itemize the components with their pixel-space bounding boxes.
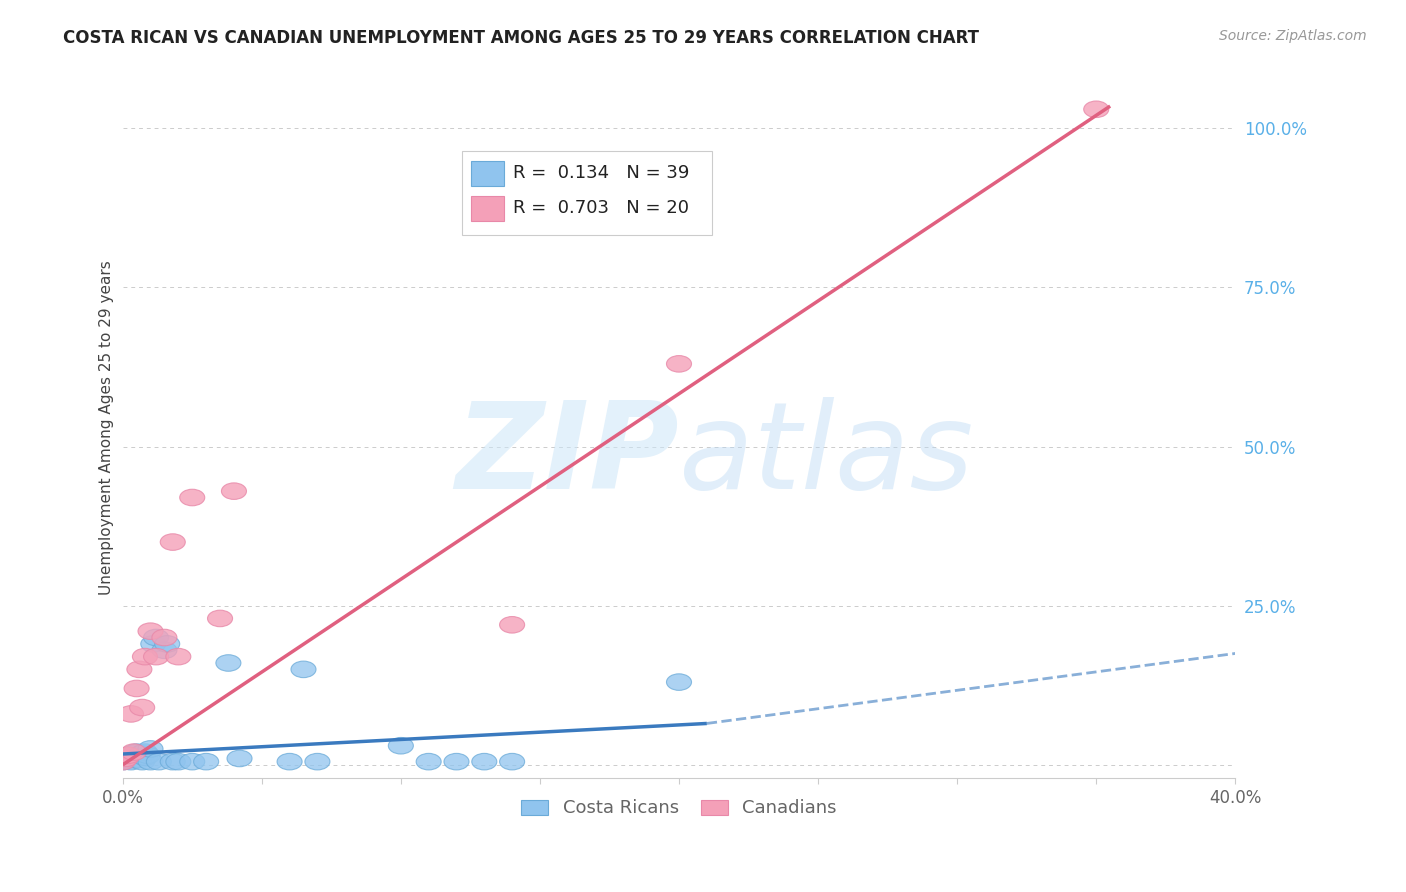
Ellipse shape [138, 740, 163, 757]
Ellipse shape [115, 747, 141, 764]
Ellipse shape [112, 750, 138, 767]
Ellipse shape [499, 616, 524, 633]
Ellipse shape [180, 489, 205, 506]
Ellipse shape [121, 745, 146, 762]
Text: R =  0.703   N = 20: R = 0.703 N = 20 [513, 200, 689, 218]
Ellipse shape [129, 754, 155, 770]
Text: atlas: atlas [679, 397, 974, 514]
Y-axis label: Unemployment Among Ages 25 to 29 years: Unemployment Among Ages 25 to 29 years [100, 260, 114, 595]
Ellipse shape [121, 751, 146, 768]
Ellipse shape [666, 356, 692, 372]
Ellipse shape [444, 754, 470, 770]
Ellipse shape [138, 754, 163, 770]
Ellipse shape [208, 610, 232, 627]
Ellipse shape [110, 754, 135, 770]
Ellipse shape [416, 754, 441, 770]
Ellipse shape [143, 648, 169, 665]
Ellipse shape [152, 642, 177, 658]
Ellipse shape [132, 744, 157, 760]
Ellipse shape [127, 751, 152, 768]
FancyBboxPatch shape [471, 195, 505, 221]
Ellipse shape [110, 754, 135, 770]
FancyBboxPatch shape [471, 161, 505, 186]
Ellipse shape [146, 754, 172, 770]
Ellipse shape [127, 747, 152, 764]
Ellipse shape [166, 648, 191, 665]
Ellipse shape [1084, 101, 1109, 118]
Legend: Costa Ricans, Canadians: Costa Ricans, Canadians [515, 792, 844, 824]
Ellipse shape [305, 754, 330, 770]
Ellipse shape [138, 623, 163, 640]
Text: COSTA RICAN VS CANADIAN UNEMPLOYMENT AMONG AGES 25 TO 29 YEARS CORRELATION CHART: COSTA RICAN VS CANADIAN UNEMPLOYMENT AMO… [63, 29, 979, 46]
Ellipse shape [141, 636, 166, 652]
Ellipse shape [135, 747, 160, 764]
Ellipse shape [132, 749, 157, 765]
Ellipse shape [129, 699, 155, 715]
Ellipse shape [118, 754, 143, 770]
Ellipse shape [166, 754, 191, 770]
Ellipse shape [388, 738, 413, 754]
Ellipse shape [124, 681, 149, 697]
Ellipse shape [124, 744, 149, 760]
Ellipse shape [472, 754, 496, 770]
Ellipse shape [499, 754, 524, 770]
Ellipse shape [160, 754, 186, 770]
Ellipse shape [194, 754, 219, 770]
Ellipse shape [221, 483, 246, 500]
Ellipse shape [180, 754, 205, 770]
Ellipse shape [127, 661, 152, 678]
FancyBboxPatch shape [463, 151, 713, 235]
Ellipse shape [666, 673, 692, 690]
Ellipse shape [277, 754, 302, 770]
Text: ZIP: ZIP [456, 397, 679, 514]
Ellipse shape [118, 706, 143, 723]
Ellipse shape [121, 744, 146, 760]
Text: Source: ZipAtlas.com: Source: ZipAtlas.com [1219, 29, 1367, 43]
Ellipse shape [226, 750, 252, 767]
Text: R =  0.134   N = 39: R = 0.134 N = 39 [513, 164, 689, 182]
Ellipse shape [118, 749, 143, 765]
Ellipse shape [115, 750, 141, 767]
Ellipse shape [115, 747, 141, 764]
Ellipse shape [143, 629, 169, 646]
Ellipse shape [124, 750, 149, 767]
Ellipse shape [132, 648, 157, 665]
Ellipse shape [291, 661, 316, 678]
Ellipse shape [152, 629, 177, 646]
Ellipse shape [129, 745, 155, 762]
Ellipse shape [112, 751, 138, 768]
Ellipse shape [217, 655, 240, 672]
Ellipse shape [155, 636, 180, 652]
Ellipse shape [160, 533, 186, 550]
